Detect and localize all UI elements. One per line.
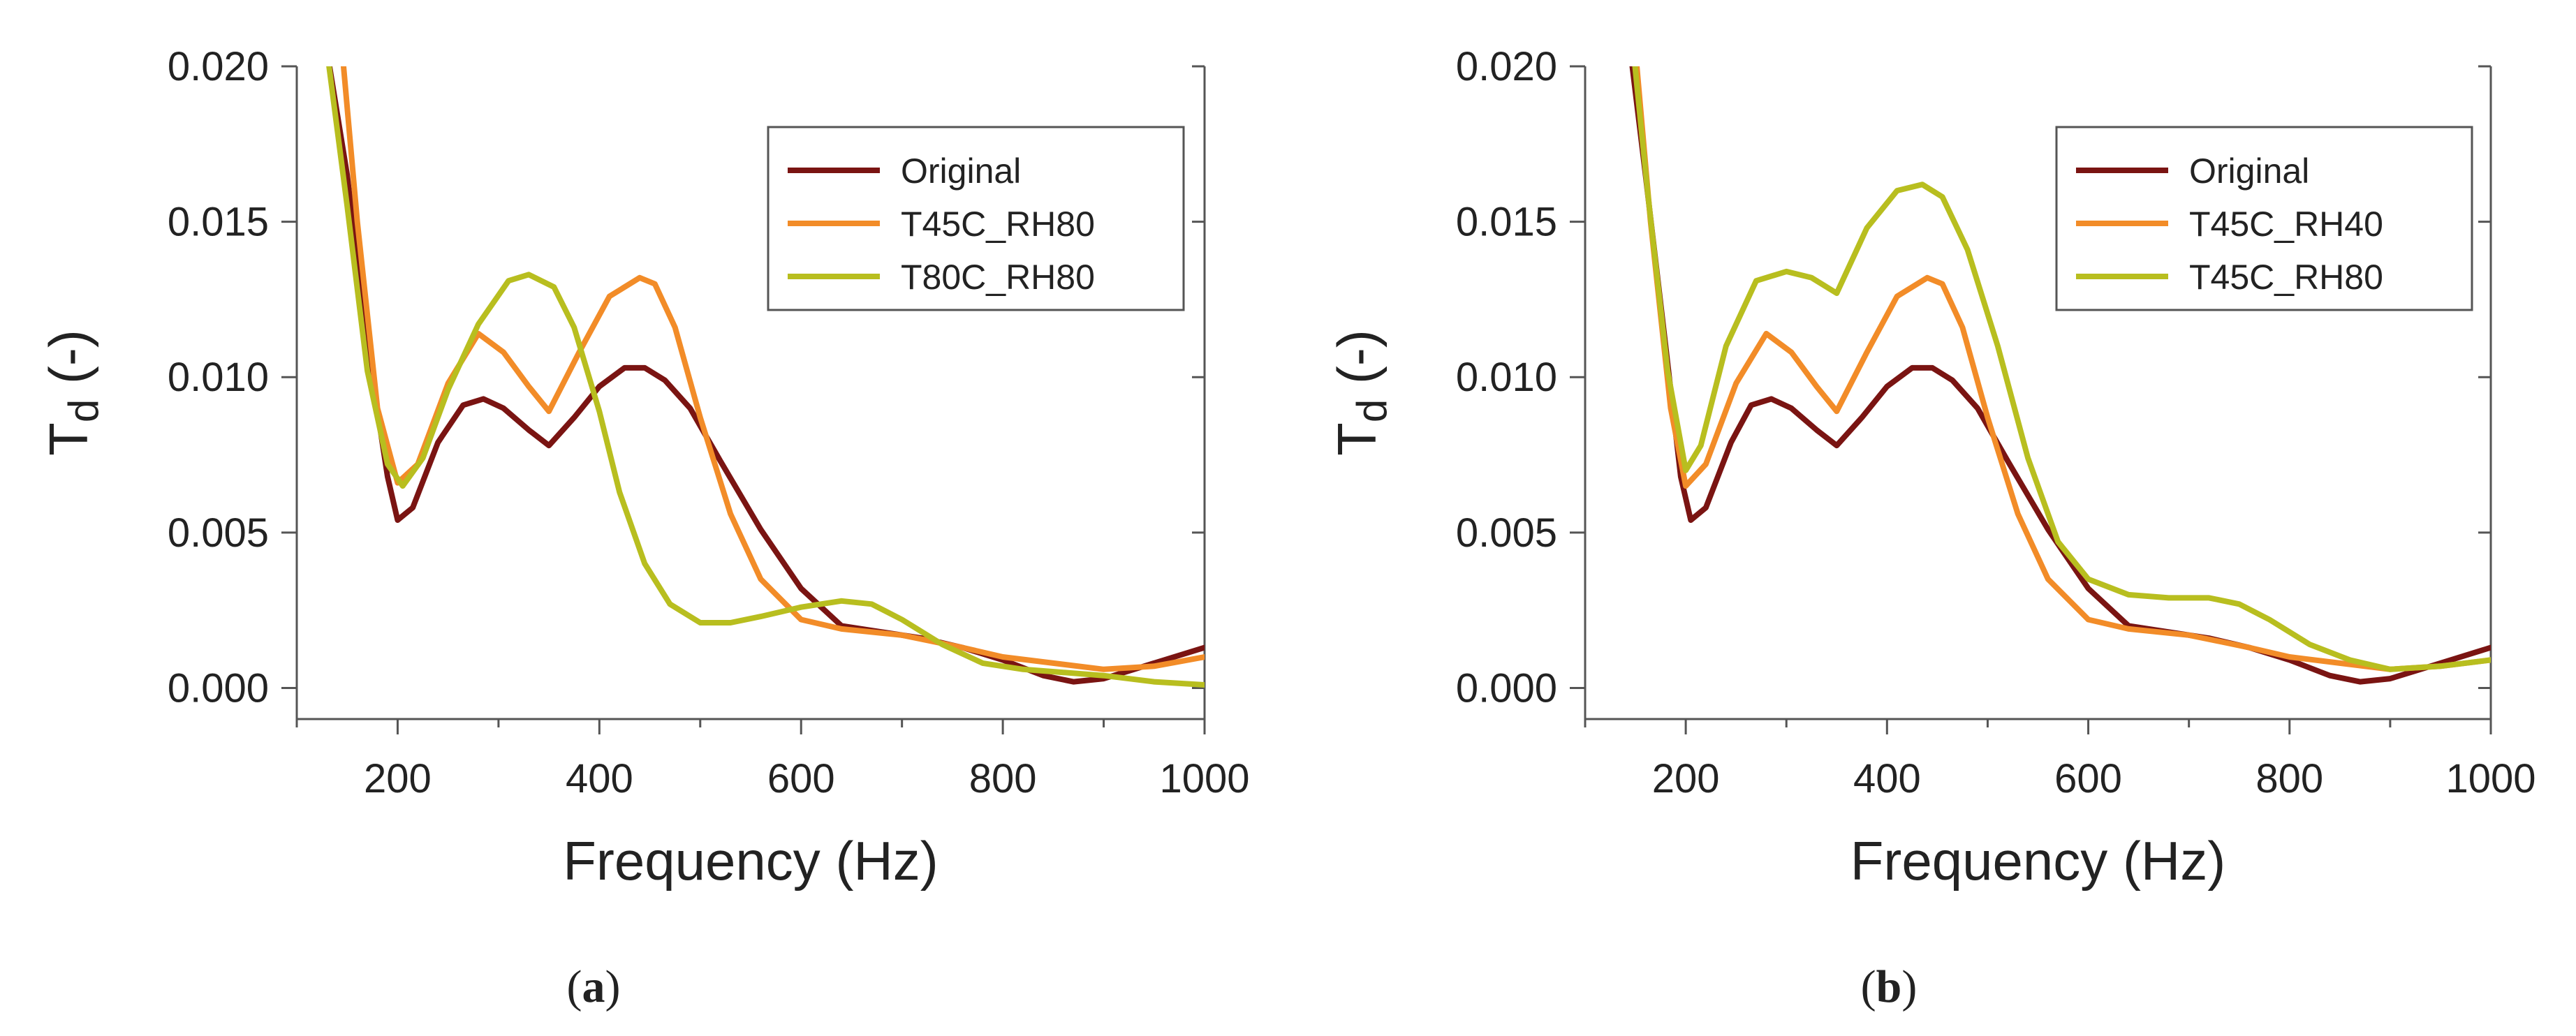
y-tick-label: 0.020 [1456, 44, 1557, 89]
series-line-1 [1629, 66, 2491, 685]
x-tick-label: 800 [969, 756, 1037, 801]
legend-label-2: T45C_RH80 [901, 205, 1095, 244]
legend-label-2: T45C_RH40 [2189, 205, 2383, 244]
x-tick-label: 1000 [1159, 756, 1249, 801]
y-tick-label: 0.000 [1456, 665, 1557, 711]
legend-label-3: T45C_RH80 [2189, 258, 2383, 297]
series-line-3 [326, 66, 1205, 688]
x-tick-label: 400 [566, 756, 633, 801]
y-tick-label: 0.020 [168, 44, 269, 89]
x-tick-label: 200 [1652, 756, 1720, 801]
x-axis-label: Frequency (Hz) [563, 830, 938, 891]
series-line-2 [1634, 66, 2491, 672]
y-tick-label: 0.005 [1456, 510, 1557, 556]
x-tick-label: 200 [364, 756, 432, 801]
y-axis-label: Td (-) [38, 330, 107, 456]
legend: Original T45C_RH80 T80C_RH80 [767, 126, 1185, 311]
legend-label-1: Original [901, 151, 1021, 191]
x-tick-label: 600 [2054, 756, 2122, 801]
legend-box [767, 126, 1185, 311]
chart-panel-b: 200 400 600 800 1000 0.000 0.005 0.010 0.015 0.02… [1326, 44, 2536, 1012]
panel-label: (b) [1861, 961, 1918, 1012]
y-tick-label: 0.000 [168, 665, 269, 711]
legend-box [2055, 126, 2473, 311]
panel-label: (a) [567, 961, 621, 1012]
series-line-3 [1632, 66, 2491, 672]
legend-label-1: Original [2189, 151, 2309, 191]
y-tick-label: 0.010 [1456, 355, 1557, 400]
legend: Original T45C_RH40 T45C_RH80 [2055, 126, 2473, 311]
y-tick-label: 0.015 [168, 200, 269, 245]
legend-label-3: T80C_RH80 [901, 258, 1095, 297]
y-tick-label: 0.010 [168, 355, 269, 400]
x-tick-label: 400 [1853, 756, 1921, 801]
y-tick-label: 0.015 [1456, 200, 1557, 245]
chart-panel-a: 200 400 600 800 1000 0.000 0.005 0.010 0.015 0.02… [38, 44, 1250, 1012]
series-group [1629, 66, 2491, 685]
y-tick-label: 0.005 [168, 510, 269, 556]
series-group [326, 66, 1205, 688]
x-tick-label: 600 [767, 756, 835, 801]
x-axis-label: Frequency (Hz) [1850, 830, 2225, 891]
y-axis-label: Td (-) [1326, 330, 1395, 456]
x-tick-label: 1000 [2445, 756, 2535, 801]
x-tick-label: 800 [2255, 756, 2323, 801]
